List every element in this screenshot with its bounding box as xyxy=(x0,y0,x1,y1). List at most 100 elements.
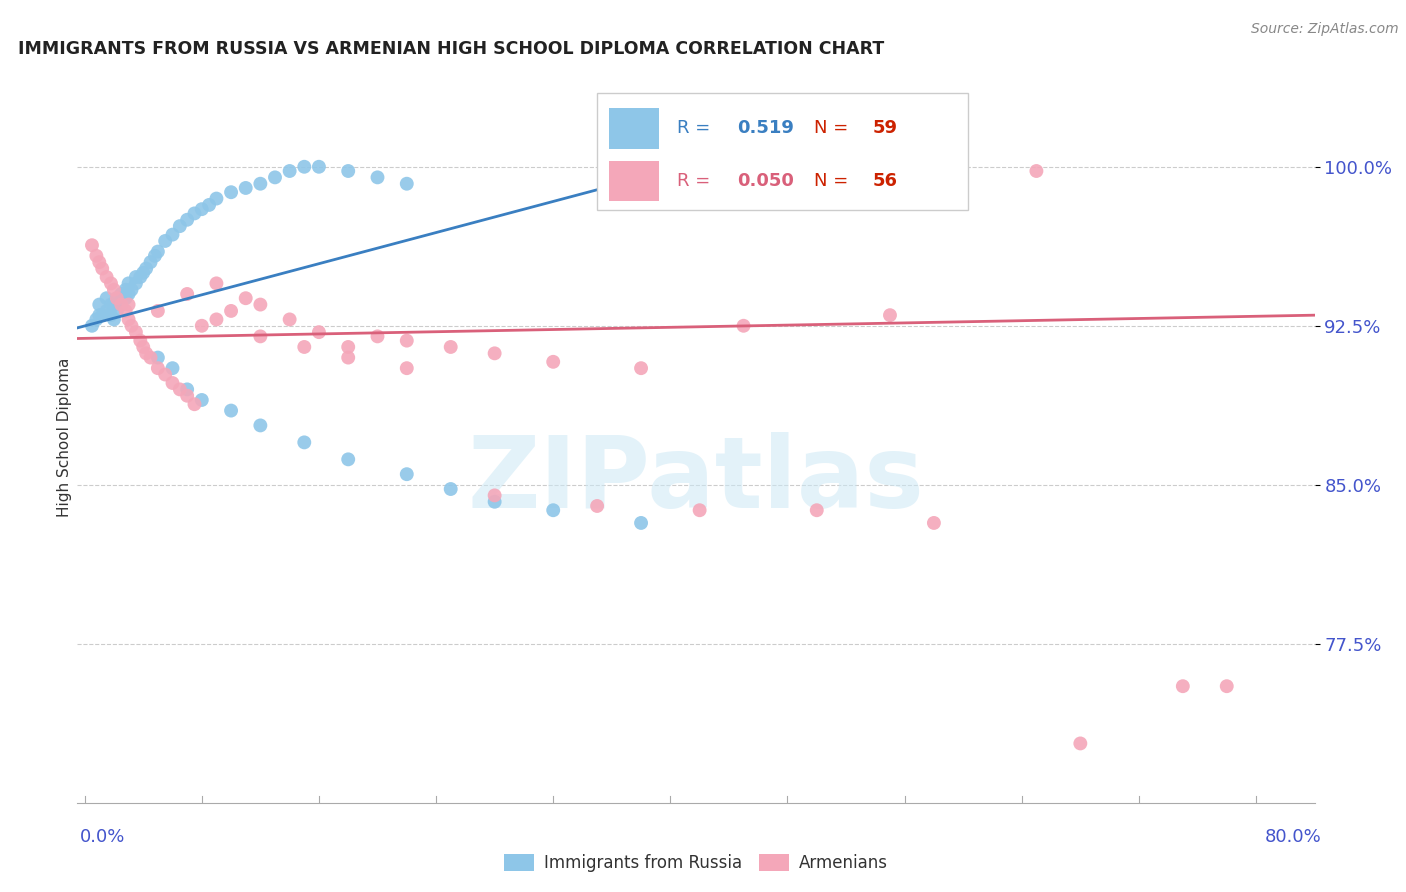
Point xyxy=(308,325,330,339)
Point xyxy=(366,170,388,185)
Point xyxy=(96,291,118,305)
Point xyxy=(169,219,191,234)
Point xyxy=(153,368,176,382)
Point xyxy=(249,297,271,311)
Point xyxy=(89,255,111,269)
Bar xyxy=(609,161,659,202)
Point xyxy=(117,297,139,311)
Point xyxy=(879,308,901,322)
Point xyxy=(440,482,463,496)
Point xyxy=(292,435,315,450)
Point xyxy=(235,291,257,305)
Text: R =: R = xyxy=(678,172,717,190)
Point xyxy=(135,261,157,276)
Point xyxy=(162,227,184,242)
Point xyxy=(153,234,176,248)
Point xyxy=(630,361,652,376)
Point xyxy=(143,249,166,263)
Point xyxy=(205,312,228,326)
Point xyxy=(117,287,139,301)
Point xyxy=(484,488,506,502)
Point xyxy=(105,291,128,305)
Point xyxy=(249,177,271,191)
Point xyxy=(191,318,214,333)
Text: 0.519: 0.519 xyxy=(737,120,793,137)
Point xyxy=(86,312,108,326)
Point xyxy=(146,351,169,365)
Point xyxy=(103,312,125,326)
Point xyxy=(205,277,228,291)
Point xyxy=(91,308,114,322)
Point xyxy=(114,304,136,318)
Point xyxy=(80,318,103,333)
Point xyxy=(219,304,242,318)
Point xyxy=(191,202,214,216)
Point xyxy=(183,206,205,220)
Point xyxy=(110,287,132,301)
Point xyxy=(100,308,122,322)
Point xyxy=(733,318,755,333)
Text: N =: N = xyxy=(814,120,853,137)
Point xyxy=(689,503,711,517)
Point xyxy=(146,361,169,376)
Point xyxy=(249,418,271,433)
Text: 0.050: 0.050 xyxy=(737,172,793,190)
Point xyxy=(162,376,184,390)
Point xyxy=(121,318,143,333)
Point xyxy=(125,277,148,291)
Text: 59: 59 xyxy=(873,120,898,137)
Point xyxy=(100,297,122,311)
Point xyxy=(395,467,418,482)
FancyBboxPatch shape xyxy=(598,94,969,211)
Point xyxy=(91,261,114,276)
Point xyxy=(278,164,301,178)
Point xyxy=(176,383,198,397)
Point xyxy=(135,346,157,360)
Point xyxy=(278,312,301,326)
Point xyxy=(198,198,221,212)
Point xyxy=(129,270,152,285)
Point xyxy=(1216,679,1239,693)
Point xyxy=(105,304,128,318)
Point xyxy=(114,291,136,305)
Point xyxy=(110,297,132,311)
Point xyxy=(96,304,118,318)
Point xyxy=(121,283,143,297)
Point xyxy=(219,185,242,199)
Point xyxy=(806,503,828,517)
Point xyxy=(1069,736,1091,750)
Point xyxy=(541,503,564,517)
Point xyxy=(162,361,184,376)
Point xyxy=(292,340,315,354)
Point xyxy=(96,270,118,285)
Point xyxy=(484,346,506,360)
Point xyxy=(114,283,136,297)
Point xyxy=(1171,679,1194,693)
Point xyxy=(89,297,111,311)
Text: Source: ZipAtlas.com: Source: ZipAtlas.com xyxy=(1251,22,1399,37)
Point xyxy=(191,392,214,407)
Text: ZIPatlas: ZIPatlas xyxy=(468,433,924,530)
Text: 0.0%: 0.0% xyxy=(80,828,125,846)
Text: N =: N = xyxy=(814,172,853,190)
Point xyxy=(139,255,162,269)
Point xyxy=(117,312,139,326)
Point xyxy=(235,181,257,195)
Point xyxy=(103,283,125,297)
Point xyxy=(125,270,148,285)
Point xyxy=(176,389,198,403)
Point xyxy=(132,266,155,280)
Point xyxy=(308,160,330,174)
Point xyxy=(100,277,122,291)
Point xyxy=(337,452,360,467)
Text: 80.0%: 80.0% xyxy=(1265,828,1322,846)
Legend: Immigrants from Russia, Armenians: Immigrants from Russia, Armenians xyxy=(498,847,894,879)
Point xyxy=(146,304,169,318)
Point xyxy=(366,329,388,343)
Point xyxy=(139,351,162,365)
Point xyxy=(80,238,103,252)
Point xyxy=(292,160,315,174)
Point xyxy=(395,177,418,191)
Point xyxy=(249,329,271,343)
Point xyxy=(89,308,111,322)
